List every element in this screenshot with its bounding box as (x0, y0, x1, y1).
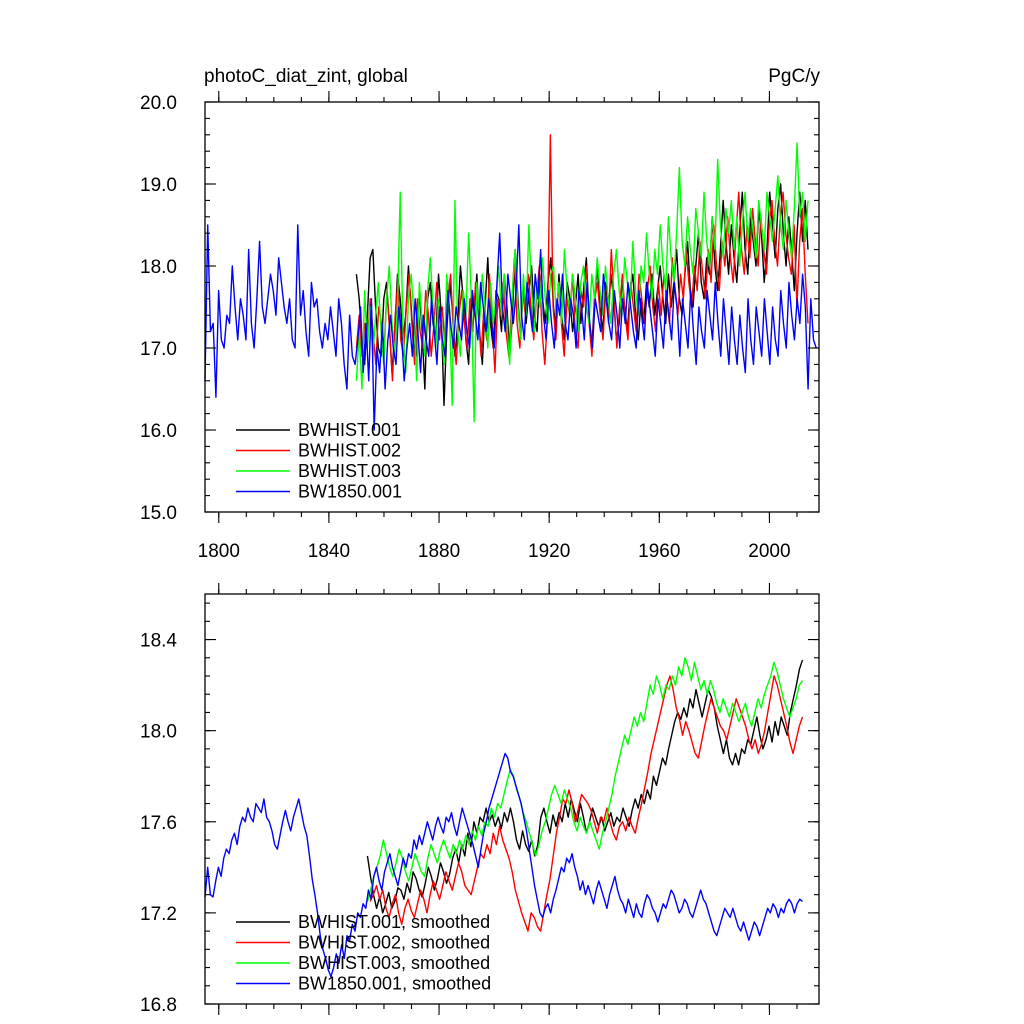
x-tick-label: 1920 (528, 541, 570, 562)
top-series-group (204, 134, 817, 431)
y-tick-label: 15.0 (140, 503, 177, 524)
x-tick-label: 1840 (308, 541, 350, 562)
y-tick-label: 17.2 (140, 904, 177, 925)
legend-label: BWHIST.001, smoothed (298, 912, 490, 932)
series-line-bwhist-003-smoothed (366, 657, 804, 902)
y-tick-label: 17.0 (140, 339, 177, 360)
legend-label: BWHIST.003, smoothed (298, 953, 490, 973)
legend-label: BW1850.001, smoothed (298, 974, 491, 994)
legend-label: BWHIST.002 (298, 441, 401, 461)
y-tick-label: 18.0 (140, 257, 177, 278)
y-tick-label: 20.0 (140, 93, 177, 114)
series-line-bw1850-001-smoothed (204, 752, 803, 978)
series-line-bwhist-002-smoothed (369, 675, 804, 932)
x-tick-label: 1800 (198, 541, 240, 562)
chart-title: photoC_diat_zint, global (204, 66, 408, 87)
bottom-series-group (204, 657, 804, 978)
legend-label: BWHIST.003 (298, 461, 401, 481)
y-tick-label: 16.0 (140, 421, 177, 442)
bottom-plot-frame (204, 593, 820, 1005)
bottom-axis-ticks: 16.8 17.2 17.6 18.0 18.4 (140, 583, 819, 1016)
series-line-bwhist-002 (355, 134, 809, 382)
legend-label: BW1850.001 (298, 482, 402, 502)
y-tick-label: 18.0 (140, 722, 177, 743)
y-tick-label: 16.8 (140, 995, 177, 1016)
bottom-panel: 16.8 17.2 17.6 18.0 18.4 BWHIST.001, smoothe… (140, 583, 820, 1016)
y-tick-label: 18.4 (140, 631, 177, 652)
y-tick-label: 19.0 (140, 175, 177, 196)
x-tick-label: 2000 (748, 541, 790, 562)
legend-label: BWHIST.001 (298, 420, 401, 440)
series-line-bw1850-001 (204, 224, 817, 431)
top-panel: photoC_diat_zint, global PgC/y 15.016.01… (140, 66, 820, 562)
x-tick-label: 1960 (638, 541, 680, 562)
series-line-bwhist-001-smoothed (366, 659, 804, 914)
top-axis-ticks: 15.0 16.0 17.0 18.0 19.0 20.0 1800 1840 1880 1920… (140, 91, 819, 562)
y-tick-label: 17.6 (140, 813, 177, 834)
top-plot-frame (204, 101, 820, 513)
legend-label: BWHIST.002, smoothed (298, 933, 490, 953)
series-line-bwhist-003 (355, 142, 809, 423)
x-tick-label: 1880 (418, 541, 460, 562)
units-label: PgC/y (768, 66, 820, 87)
